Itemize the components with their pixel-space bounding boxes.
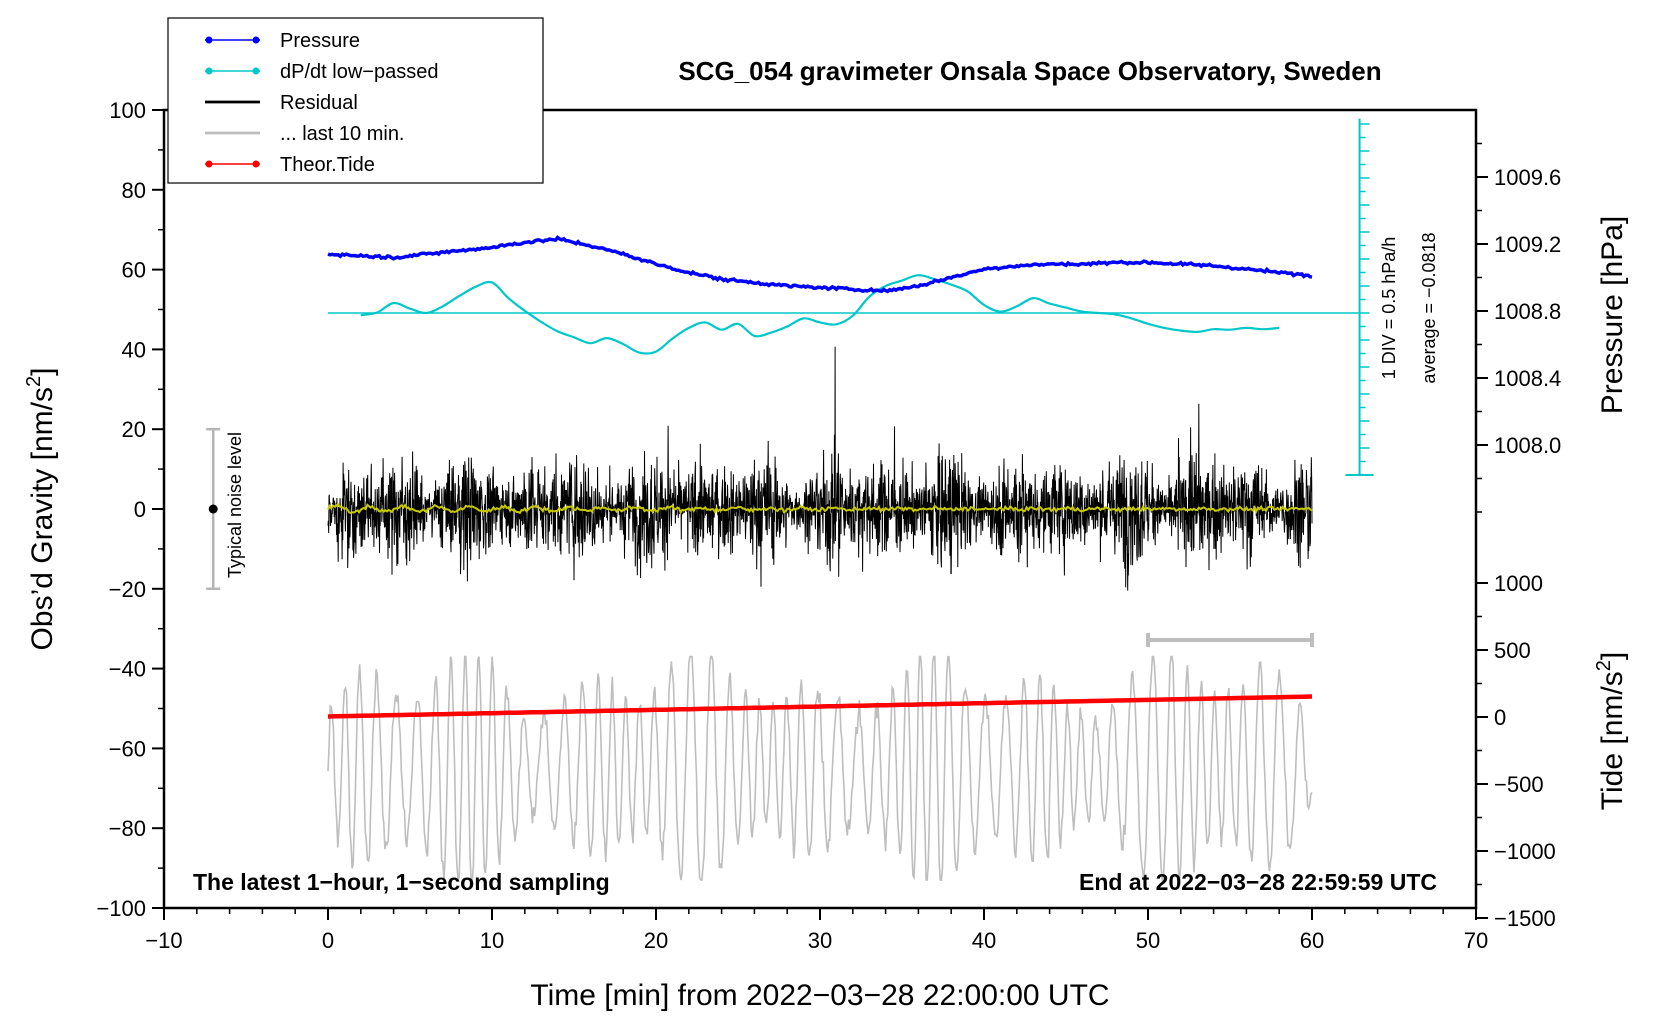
dpdt-series-line: [360, 274, 1280, 355]
x-tick-label: 20: [644, 928, 668, 953]
dpdt-scale-label: 1 DIV = 0.5 hPa/h: [1379, 237, 1399, 380]
y-tick-label: −60: [109, 736, 146, 761]
y-tick-label: −20: [109, 577, 146, 602]
x-axis-title: Time [min] from 2022−03−28 22:00:00 UTC: [530, 979, 1109, 1012]
tide-tick-label: 500: [1494, 638, 1531, 663]
y-tick-label: 0: [134, 497, 146, 522]
theor-tide-series-line: [327, 694, 1313, 719]
pressure-tick-label: 1009.6: [1494, 165, 1561, 190]
y-axis-title: Obs’d Gravity [nm/s2]: [23, 368, 59, 651]
legend-label: Pressure: [280, 30, 360, 52]
legend-marker: [205, 67, 213, 75]
legend: Pressure dP/dt low−passed Residual ... last…: [167, 17, 544, 184]
x-tick-label: 50: [1136, 928, 1160, 953]
legend-marker: [252, 67, 260, 75]
x-tick-label: 30: [808, 928, 832, 953]
pressure-tick-label: 1008.4: [1494, 366, 1561, 391]
tide-tick-label: −1000: [1494, 839, 1556, 864]
tide-axis-title-main: Tide [nm/s: [1596, 671, 1629, 810]
noise-level-label: Typical noise level: [225, 432, 245, 578]
last10min-series-line: [327, 655, 1313, 881]
legend-marker: [205, 160, 213, 168]
legend-label: Residual: [280, 92, 358, 114]
y-tick-label: −100: [96, 896, 146, 921]
legend-label: dP/dt low−passed: [280, 61, 438, 83]
pressure-tick-label: 1009.2: [1494, 232, 1561, 257]
legend-marker: [252, 160, 260, 168]
y-axis-title-sup: 2: [23, 376, 45, 387]
sampling-note: The latest 1−hour, 1−second sampling: [193, 869, 610, 895]
legend-box: [167, 17, 544, 184]
plot-data-layer: [327, 235, 1362, 881]
tide-tick-label: −1500: [1494, 906, 1556, 931]
x-tick-label: 0: [322, 928, 334, 953]
end-time-note: End at 2022−03−28 22:59:59 UTC: [1079, 869, 1437, 895]
y-axis-title-main: Obs’d Gravity [nm/s: [26, 387, 59, 650]
x-tick-label: 10: [480, 928, 504, 953]
tide-tick-label: −500: [1494, 772, 1544, 797]
legend-label: Theor.Tide: [280, 154, 375, 176]
y-tick-label: 40: [122, 337, 146, 362]
residual-smoothed-line: [327, 502, 1313, 515]
y-tick-label: 60: [122, 258, 146, 283]
noise-level-dot: [208, 504, 218, 514]
y-axis-title-end: ]: [26, 368, 59, 376]
tide-axis-title-sup: 2: [1593, 660, 1615, 671]
x-tick-label: 70: [1464, 928, 1488, 953]
y-tick-label: −80: [109, 816, 146, 841]
axes-layer: −10 0 10 20 30 40 50 60 70−100−80−60−40−20020406…: [96, 98, 1561, 953]
y-tick-label: 20: [122, 417, 146, 442]
pressure-axis-title: Pressure [hPa]: [1596, 216, 1629, 414]
x-tick-label: −10: [145, 928, 182, 953]
x-tick-label: 60: [1300, 928, 1324, 953]
tide-tick-label: 0: [1494, 705, 1506, 730]
pressure-tick-label: 1008.8: [1494, 299, 1561, 324]
y-tick-label: −40: [109, 657, 146, 682]
legend-marker: [252, 36, 260, 44]
tide-axis-title-end: ]: [1596, 652, 1629, 660]
y-tick-label: 100: [109, 98, 146, 123]
tide-axis-title: Tide [nm/s2]: [1593, 652, 1629, 810]
chart-title: SCG_054 gravimeter Onsala Space Observat…: [678, 56, 1381, 86]
legend-label: ... last 10 min.: [280, 123, 405, 145]
residual-series-line: [327, 346, 1313, 591]
pressure-series-line: [327, 235, 1313, 294]
x-tick-label: 40: [972, 928, 996, 953]
pressure-tick-label: 1008.0: [1494, 433, 1561, 458]
y-tick-label: 80: [122, 178, 146, 203]
dpdt-average-label: average = −0.0818: [1419, 232, 1439, 383]
tide-tick-label: 1000: [1494, 571, 1543, 596]
legend-marker: [205, 36, 213, 44]
